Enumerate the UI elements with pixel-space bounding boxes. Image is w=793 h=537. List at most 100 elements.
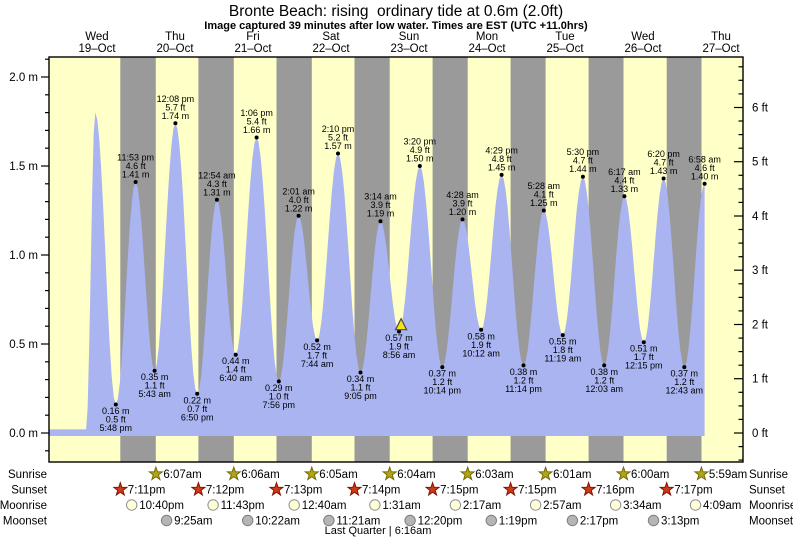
tide-label-line: 4.0 ft bbox=[289, 195, 310, 205]
tide-label-line: 1.0 ft bbox=[269, 391, 290, 401]
moonset-event: 3:13pm bbox=[647, 514, 699, 528]
sunset-time: 7:15pm bbox=[440, 485, 478, 497]
tide-label-line: 12:03 am bbox=[585, 384, 623, 394]
moonrise-event: 12:40am bbox=[288, 499, 346, 512]
sunrise-icon bbox=[303, 465, 320, 481]
sunset-event: 7:15pm bbox=[502, 481, 556, 497]
right-axis-label: 5 ft bbox=[752, 157, 769, 169]
tide-label-line: 1:06 pm bbox=[240, 108, 273, 118]
sunset-event: 7:12pm bbox=[190, 481, 244, 497]
tide-label-line: 5:43 am bbox=[138, 389, 171, 399]
right-axis-label: 6 ft bbox=[752, 103, 769, 115]
tide-label-line: 0.55 m bbox=[549, 337, 577, 347]
sunset-event: 7:15pm bbox=[424, 481, 478, 497]
tide-label-line: 1.8 ft bbox=[553, 345, 574, 355]
tide-high-label: 12:54 am4.3 ft1.31 m bbox=[198, 170, 236, 202]
tide-label-line: 2:01 am bbox=[282, 186, 315, 196]
tide-extreme-dot bbox=[521, 363, 526, 368]
tide-low-label: 0.22 m0.7 ft6:50 pm bbox=[181, 391, 214, 422]
moonset-event: 11:21am bbox=[323, 514, 380, 528]
sunrise-time: 6:00am bbox=[631, 469, 669, 481]
tide-extreme-dot bbox=[397, 329, 401, 334]
tide-label-line: 1.9 ft bbox=[389, 342, 410, 352]
sunrise-event: 6:05am bbox=[303, 465, 358, 481]
moonset-time: 11:21am bbox=[336, 516, 380, 528]
sunrise-icon bbox=[615, 465, 632, 481]
tide-label-line: 4.9 ft bbox=[410, 145, 431, 155]
tide-extreme-dot bbox=[173, 121, 178, 126]
moonset-icon bbox=[323, 514, 335, 527]
tide-label-line: 1.2 ft bbox=[513, 375, 534, 385]
moonset-row-label-right: Moonset bbox=[749, 516, 793, 528]
tide-label-line: 11:53 pm bbox=[117, 153, 154, 163]
right-axis-label: 2 ft bbox=[752, 320, 769, 332]
tide-label-line: 6:50 pm bbox=[181, 412, 214, 422]
tide-label-line: 1.2 ft bbox=[432, 377, 453, 387]
tide-high-label: 12:08 pm5.7 ft1.74 m bbox=[157, 94, 194, 126]
tide-label-line: 1.7 ft bbox=[307, 350, 328, 360]
day-header-name: Mon bbox=[476, 31, 498, 43]
tide-label-line: 1.4 ft bbox=[226, 365, 247, 375]
sunrise-time: 6:04am bbox=[397, 469, 435, 481]
left-axis-label: 0.0 m bbox=[9, 428, 38, 440]
day-header-date: 24–Oct bbox=[468, 43, 506, 55]
right-axis-label: 3 ft bbox=[752, 265, 769, 277]
tide-label-line: 1.74 m bbox=[162, 111, 190, 121]
sunrise-icon bbox=[225, 465, 242, 481]
tide-label-line: 1.9 ft bbox=[471, 340, 492, 350]
moonset-event: 10:22am bbox=[242, 514, 300, 528]
day-header-name: Fri bbox=[246, 31, 259, 43]
tide-high-label: 6:58 am4.6 ft1.40 m bbox=[688, 154, 721, 186]
moonrise-time: 10:40pm bbox=[139, 500, 184, 512]
left-axis-label: 1.0 m bbox=[9, 250, 38, 262]
tide-extreme-dot bbox=[315, 338, 320, 343]
moonset-row-label-left: Moonset bbox=[3, 516, 48, 528]
tide-high-label: 2:10 pm5.2 ft1.57 m bbox=[322, 124, 354, 156]
moonset-time: 2:17pm bbox=[580, 516, 618, 528]
sunrise-time: 5:59am bbox=[709, 469, 747, 481]
tide-label-line: 4:29 pm bbox=[485, 145, 518, 155]
tide-label-line: 0.38 m bbox=[510, 367, 538, 377]
moonrise-event: 11:43pm bbox=[207, 499, 265, 512]
moonrise-row-label-left: Moonrise bbox=[0, 500, 47, 512]
tide-low-label: 0.35 m1.1 ft5:43 am bbox=[138, 368, 171, 399]
sunset-row-label-right: Sunset bbox=[749, 485, 786, 497]
moonrise-time: 11:43pm bbox=[221, 500, 265, 512]
day-header-name: Thu bbox=[165, 31, 185, 43]
tide-low-label: 0.57 m1.9 ft8:56 am bbox=[383, 329, 415, 360]
tide-label-line: 0.37 m bbox=[671, 369, 699, 379]
tide-label-line: 1.41 m bbox=[122, 170, 150, 180]
moonset-event: 12:20pm bbox=[404, 514, 463, 528]
tide-label-line: 0.37 m bbox=[429, 369, 457, 379]
tide-label-line: 11:19 am bbox=[544, 354, 581, 364]
tide-label-line: 6:20 pm bbox=[647, 149, 680, 159]
left-axis-label: 2.0 m bbox=[9, 72, 38, 84]
day-headers-layer: Wed19–OctThu20–OctFri21–OctSat22–OctSun2… bbox=[78, 31, 740, 55]
tide-label-line: 6:17 am bbox=[608, 167, 641, 177]
moonrise-icon bbox=[369, 499, 381, 511]
tide-extreme-dot bbox=[440, 365, 445, 370]
tide-label-line: 4.6 ft bbox=[695, 163, 716, 173]
sunset-event: 7:17pm bbox=[658, 481, 713, 497]
moonrise-icon bbox=[126, 499, 138, 511]
moonset-time: 12:20pm bbox=[418, 516, 463, 528]
left-axis-label: 1.5 m bbox=[9, 161, 38, 173]
tide-extreme-dot bbox=[541, 208, 546, 213]
sunset-time: 7:17pm bbox=[674, 485, 712, 497]
tide-label-line: 0.52 m bbox=[303, 342, 331, 352]
tide-label-line: 0.38 m bbox=[590, 367, 618, 377]
moonset-time: 9:25am bbox=[174, 516, 212, 528]
sunset-event: 7:11pm bbox=[112, 481, 165, 497]
moonrise-time: 3:34am bbox=[623, 500, 661, 512]
axes-layer: 0.0 m 0.5 m 1.0 m 1.5 m 2.0 m 0 ft 1 ft 2 ft 3 f… bbox=[9, 58, 769, 461]
chart-title: Bronte Beach: rising ordinary tide at 0.… bbox=[229, 3, 563, 20]
tide-high-label: 1:06 pm5.4 ft1.66 m bbox=[240, 108, 273, 140]
tide-label-line: 1.43 m bbox=[650, 166, 678, 176]
tide-low-label: 0.52 m1.7 ft7:44 am bbox=[301, 338, 333, 369]
tide-label-line: 1.25 m bbox=[530, 198, 558, 208]
sunrise-event: 6:04am bbox=[381, 465, 436, 481]
sunrise-icon bbox=[147, 465, 164, 481]
